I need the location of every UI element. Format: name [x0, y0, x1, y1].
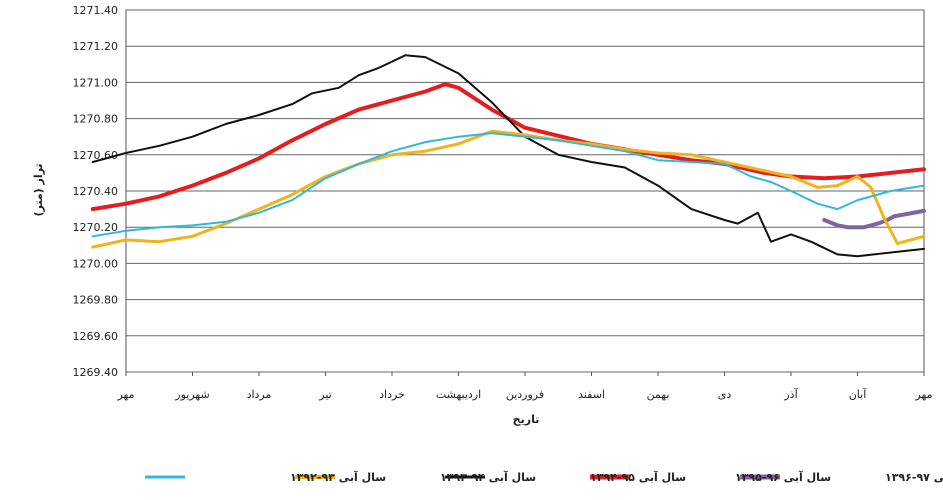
x-tick-label: آبان — [849, 387, 867, 401]
y-tick-label: 1270.00 — [73, 257, 119, 270]
x-tick-label: مهر — [914, 388, 932, 401]
x-tick-label: اسفند — [578, 388, 605, 401]
x-tick-label: بهمن — [647, 388, 670, 401]
x-tick-label: شهریور — [174, 388, 209, 401]
legend-label-4: سال آبی ۹۴-۱۳۹۳ — [440, 470, 536, 484]
legend-label-2: سال آبی ۹۶-۱۳۹۵ — [735, 470, 831, 484]
y-tick-label: 1271.40 — [73, 4, 119, 17]
series-line-5 — [91, 132, 925, 238]
x-tick-label: خرداد — [379, 388, 405, 401]
y-tick-label: 1270.60 — [73, 149, 119, 162]
series-lines — [90, 54, 926, 258]
legend-label-5: سال آبی ۹۳-۱۳۹۲ — [290, 470, 386, 484]
y-axis-title: تراز (متر) — [32, 163, 45, 216]
y-tick-label: 1271.00 — [73, 76, 119, 89]
x-tick-label: مرداد — [247, 388, 272, 401]
y-tick-label: 1270.80 — [73, 113, 119, 126]
x-tick-label: اردیبهشت — [436, 388, 481, 401]
x-tick-label: مهر — [116, 388, 134, 401]
y-axis-ticks: 1271.40 1271.20 1271.00 1270.80 1270.60 1270.… — [73, 4, 119, 379]
x-axis-title: تاریخ — [513, 413, 540, 426]
x-tick-label: دی — [718, 388, 732, 401]
y-tick-label: 1269.40 — [73, 366, 119, 379]
legend-label-1: سال آبی ۹۷-۱۳۹۶ — [885, 470, 943, 484]
y-tick-label: 1271.20 — [73, 40, 119, 53]
y-tick-label: 1270.20 — [73, 221, 119, 234]
x-tick-label: فروردین — [506, 388, 544, 401]
y-tick-label: 1269.60 — [73, 330, 119, 343]
x-tick-label: آذر — [783, 387, 798, 401]
legend: سال آبی ۹۷-۱۳۹۶ سال آبی ۹۶-۱۳۹۵ سال آبی ۹۵… — [145, 470, 943, 484]
legend-label-3: سال آبی ۹۵-۱۳۹۴ — [590, 470, 686, 484]
series-line-1 — [822, 208, 926, 230]
y-tick-label: 1270.40 — [73, 185, 119, 198]
x-tick-label: تیر — [318, 388, 331, 401]
x-axis-ticks: مهر آبان آذر دی بهمن اسفند فروردین اردیبهشت خردا… — [116, 372, 933, 401]
y-tick-label: 1269.80 — [73, 294, 119, 307]
